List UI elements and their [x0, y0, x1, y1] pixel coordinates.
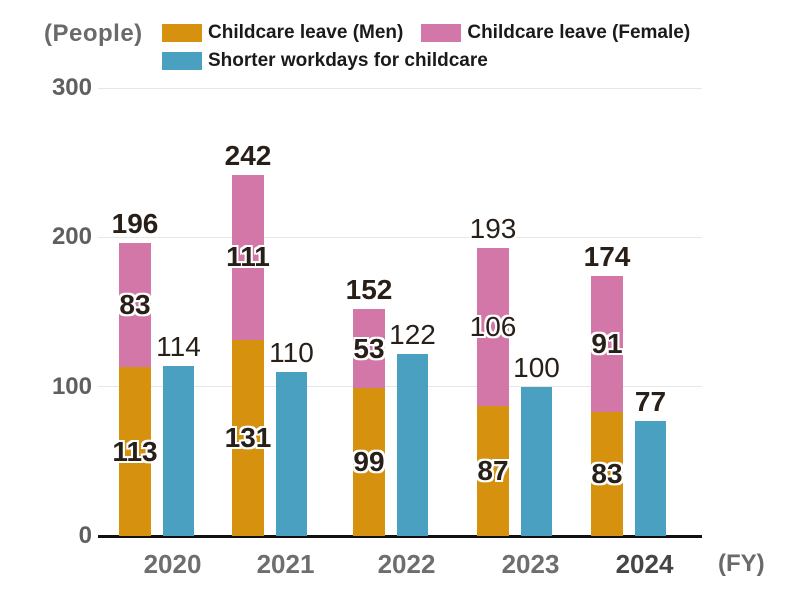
- legend-label-female: Childcare leave (Female): [467, 22, 691, 43]
- y-axis-unit-label: (People): [44, 20, 143, 47]
- bar-shorter-2022[interactable]: [397, 353, 428, 536]
- x-axis-label-2022: 2022: [377, 549, 436, 579]
- legend-row-1: Childcare leave (Men) Childcare leave (F…: [162, 22, 690, 44]
- label-total-2024: 174: [583, 241, 631, 273]
- bar-men-2022[interactable]: [353, 388, 385, 536]
- bar-female-2020[interactable]: [119, 243, 151, 368]
- label-men-2021: 131: [224, 422, 272, 454]
- label-men-2023: 87: [477, 455, 509, 487]
- label-female-2023: 106: [469, 310, 517, 342]
- label-female-2022: 53: [353, 332, 385, 364]
- label-female-2020: 83: [119, 289, 151, 321]
- bar-shorter-2020[interactable]: [163, 365, 194, 536]
- y-axis-tick-label-100: 100: [51, 372, 92, 400]
- y-axis-tick-label-300: 300: [51, 74, 92, 101]
- y-axis-tick-label-200: 200: [51, 223, 92, 251]
- label-men-2020: 113: [112, 435, 158, 467]
- label-total-2023: 193: [469, 212, 517, 244]
- x-axis-label-2020: 2020: [143, 549, 202, 579]
- bar-men-2020[interactable]: [119, 367, 151, 536]
- bar-men-2024[interactable]: [591, 412, 623, 536]
- x-axis-line: [98, 535, 702, 538]
- bar-shorter-2023[interactable]: [521, 386, 552, 536]
- x-axis-label-2023: 2023: [501, 549, 560, 579]
- label-female-2021: 111: [226, 241, 270, 273]
- bar-men-2021[interactable]: [232, 340, 264, 536]
- y-axis-tick-label-0: 0: [78, 522, 92, 549]
- x-axis-unit-label: (FY): [718, 550, 765, 577]
- x-axis-label-2021: 2021: [256, 549, 315, 579]
- bar-female-2022[interactable]: [353, 309, 385, 389]
- label-shorter-2021: 110: [269, 336, 314, 368]
- label-men-2022: 99: [353, 446, 385, 478]
- bar-men-2023[interactable]: [477, 406, 509, 536]
- bar-shorter-2021[interactable]: [276, 371, 307, 536]
- bar-female-2024[interactable]: [591, 276, 623, 413]
- legend-swatch-shorter: [162, 52, 202, 70]
- label-shorter-2024: 77: [634, 386, 667, 417]
- bar-female-2021[interactable]: [232, 174, 264, 341]
- label-female-2024: 91: [591, 328, 623, 360]
- label-total-2022: 152: [345, 274, 393, 305]
- legend-swatch-men: [162, 24, 202, 42]
- label-total-2020: 196: [111, 208, 159, 240]
- legend-item-female: Childcare leave (Female): [421, 22, 690, 44]
- gridline-300: [98, 87, 702, 89]
- gridline-200: [98, 236, 702, 238]
- bar-shorter-2024[interactable]: [635, 421, 666, 536]
- label-total-2021: 242: [224, 139, 272, 171]
- label-shorter-2023: 100: [513, 351, 560, 383]
- legend-label-shorter: Shorter workdays for childcare: [208, 50, 488, 71]
- label-men-2024: 83: [591, 458, 623, 490]
- x-axis-label-2024: 2024: [615, 549, 674, 579]
- legend-swatch-female: [421, 24, 462, 42]
- bar-female-2023[interactable]: [477, 247, 509, 407]
- legend-item-shorter: Shorter workdays for childcare: [162, 50, 488, 72]
- legend-row-2: Shorter workdays for childcare: [162, 50, 488, 72]
- legend-item-men: Childcare leave (Men): [162, 22, 403, 44]
- label-shorter-2020: 114: [156, 330, 201, 362]
- label-shorter-2022: 122: [389, 318, 436, 350]
- legend-label-men: Childcare leave (Men): [208, 22, 404, 43]
